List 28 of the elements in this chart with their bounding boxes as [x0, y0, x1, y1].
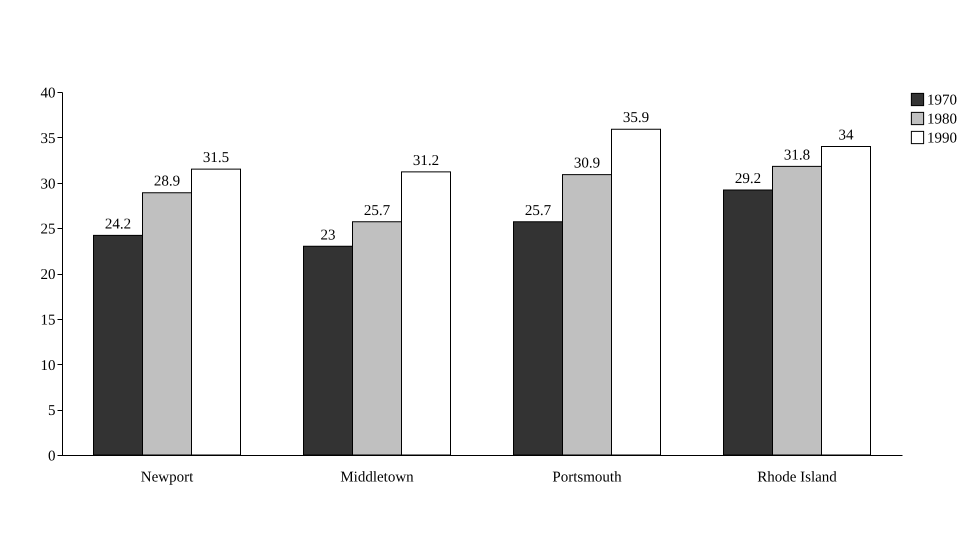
x-tick-label: Middletown	[340, 470, 414, 486]
x-tick-label: Newport	[140, 470, 194, 486]
y-tick-label: 35	[40, 130, 56, 147]
data-label: 24.2	[104, 216, 132, 232]
y-tick-label: 20	[40, 267, 56, 283]
x-tick-label: Rhode Island	[757, 470, 838, 486]
x-tick-label: Portsmouth	[552, 470, 622, 486]
data-label: 34	[838, 127, 854, 144]
legend-label: 1980	[927, 112, 957, 128]
data-label: 35.9	[622, 110, 650, 126]
legend-label: 1990	[927, 130, 957, 146]
data-label: 28.9	[154, 174, 180, 190]
y-tick-label: 0	[48, 448, 56, 464]
data-label: 25.7	[364, 202, 391, 219]
data-label: 23	[320, 227, 336, 244]
y-tick-label: 30	[40, 176, 56, 192]
data-label: 25.7	[524, 202, 552, 219]
data-label: 31.5	[202, 150, 230, 166]
data-label: 30.9	[574, 156, 600, 172]
legend-label: 1970	[927, 92, 957, 108]
y-tick-label: 10	[40, 358, 56, 374]
y-tick-label: 15	[40, 312, 56, 328]
data-label: 31.8	[784, 147, 810, 164]
y-tick-label: 40	[40, 86, 56, 102]
data-label: 31.2	[412, 152, 440, 169]
y-tick-label: 25	[40, 222, 56, 238]
data-label: 29.2	[734, 171, 762, 188]
y-tick-label: 5	[48, 403, 56, 420]
